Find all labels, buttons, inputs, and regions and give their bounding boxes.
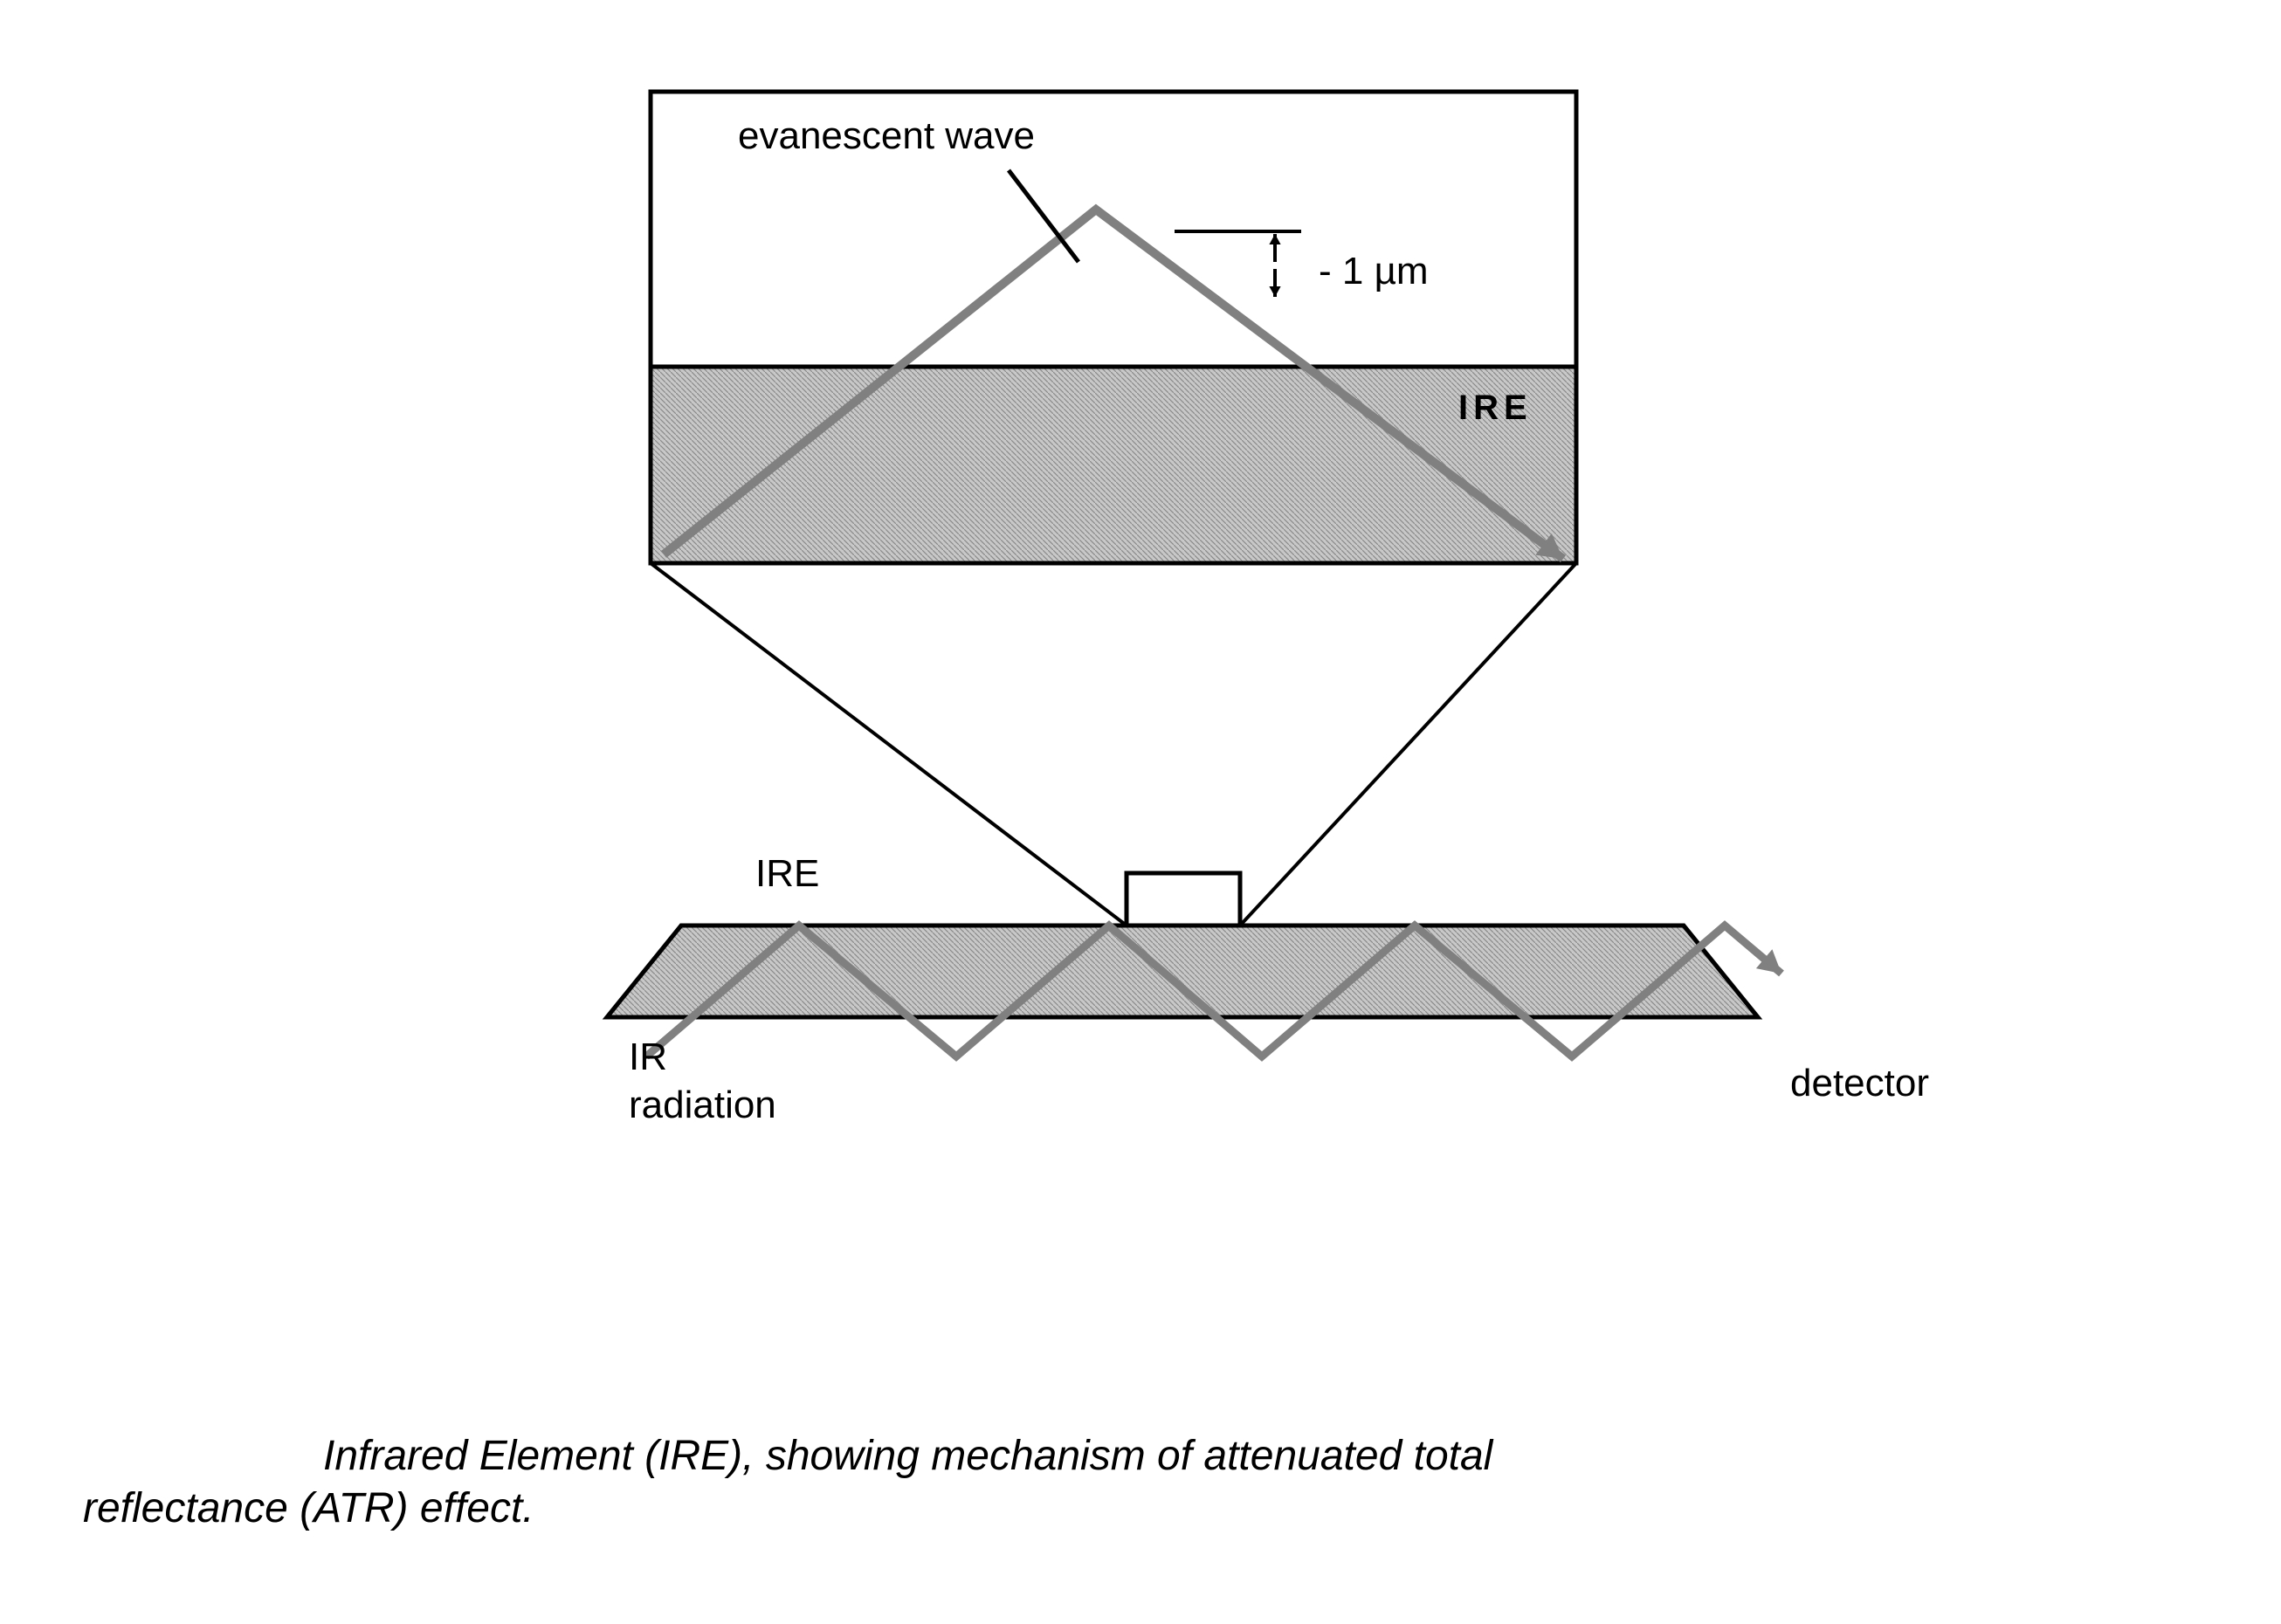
caption-line-2: reflectance (ATR) effect. [83, 1484, 534, 1532]
main-ire-label: IRE [755, 852, 819, 895]
ir-radiation-label-2: radiation [629, 1084, 776, 1126]
ir-radiation-label-1: IR [629, 1036, 667, 1078]
zoom-connector-right [1240, 563, 1576, 926]
evanescent-wave-label: evanescent wave [738, 114, 1035, 157]
detector-label: detector [1790, 1062, 1929, 1104]
main-overview [607, 563, 1781, 1056]
zoom-connector-left [651, 563, 1127, 926]
zoom-box [1127, 873, 1240, 926]
inset-detail [651, 92, 1576, 563]
depth-label: - 1 µm [1319, 250, 1429, 292]
inset-ire-label: IRE [1458, 389, 1533, 427]
caption-line-1: Infrared Element (IRE), showing mechanis… [323, 1432, 1492, 1480]
